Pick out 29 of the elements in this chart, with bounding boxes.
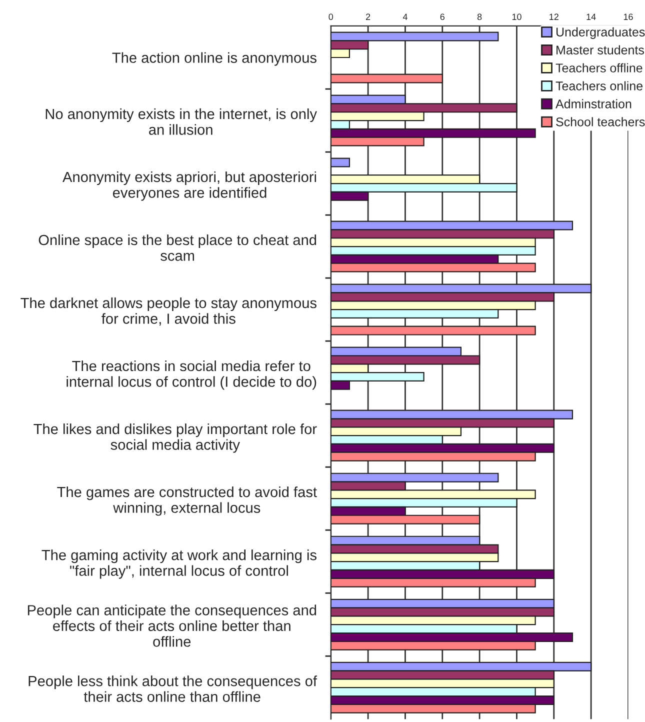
legend-label: Undergraduates — [556, 27, 645, 39]
y-tick-label: People less think about the consequences of their acts online than offline — [28, 676, 318, 702]
y-tick-label: The reactions in social media refer to internal locus of control (I decide to do) — [66, 360, 316, 390]
x-tick-label: 10 — [512, 14, 522, 20]
y-tick-label: The likes and dislikes play important role for social media activity — [34, 423, 317, 453]
legend-label: Master students — [556, 45, 644, 54]
y-tick-label: The darknet allows people to stay anonymous for crime, I avoid this — [20, 297, 316, 326]
y-tick-label: People can anticipate the consequences and effects of their acts online better than offline — [28, 604, 316, 647]
y-tick-label: The gaming activity at work and learning is "fair play", internal locus of control — [42, 550, 316, 579]
x-tick-label: 14 — [586, 14, 596, 20]
x-tick-label: 0 — [328, 14, 334, 20]
y-tick-label: The games are constructed to avoid fast winning, external locus — [57, 486, 317, 516]
x-tick-label: 4 — [402, 14, 408, 20]
bar — [330, 326, 536, 336]
x-tick-label: 16 — [624, 14, 633, 20]
legend-label: School teachers — [556, 117, 645, 126]
legend-label: Teachers online — [556, 81, 643, 90]
x-tick-label: 12 — [550, 14, 558, 20]
legend-label: Adminstration — [556, 99, 632, 108]
x-tick-label: 8 — [477, 14, 482, 20]
x-tick-label: 6 — [440, 14, 445, 20]
y-tick-label: Online space is the best place to cheat and scam — [38, 234, 316, 261]
bar — [330, 158, 350, 168]
legend-label: Teachers offline — [556, 63, 642, 72]
y-tick-label: No anonymity exists in the internet, is only an illusion — [46, 108, 317, 135]
bar — [330, 74, 443, 84]
x-tick-label: 2 — [366, 14, 370, 20]
y-tick-label: Anonymity exists apriori, but aposteriori everyones are identified — [62, 171, 316, 201]
y-tick-label: The action online is anonymous — [112, 52, 316, 66]
